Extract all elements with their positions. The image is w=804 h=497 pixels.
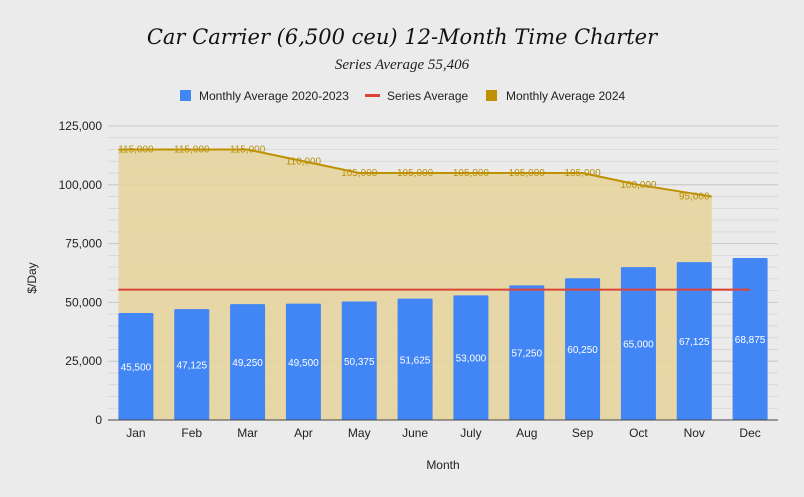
- area-data-label: 115,000: [174, 145, 210, 156]
- legend-label-area: Monthly Average 2024: [506, 89, 626, 103]
- x-tick-label: Mar: [237, 426, 258, 440]
- x-tick-label: Aug: [516, 426, 537, 440]
- bar: [732, 258, 768, 420]
- bar-series: [118, 258, 768, 420]
- bar: [676, 262, 712, 420]
- bar: [453, 295, 489, 420]
- bar-data-label: 49,250: [232, 358, 263, 369]
- area-data-label: 115,000: [230, 145, 266, 156]
- bar-data-label: 47,125: [176, 361, 207, 372]
- area-top-line: [118, 148, 712, 198]
- legend-swatch-line: [365, 94, 380, 97]
- chart-title: Car Carrier (6,500 ceu) 12-Month Time Ch…: [147, 25, 659, 49]
- x-tick-label: Jan: [126, 426, 145, 440]
- data-labels: 45,500 47,125 49,250 49,500 50,375 51,625 53,0…: [118, 145, 766, 374]
- area-data-label: 105,000: [453, 168, 490, 179]
- bar-data-label: 68,875: [735, 335, 766, 346]
- bar-data-label: 50,375: [344, 357, 375, 368]
- bar-data-label: 45,500: [121, 362, 152, 373]
- bar: [397, 298, 433, 420]
- x-tick-label: June: [402, 426, 428, 440]
- area-data-label: 110,000: [286, 156, 322, 167]
- chart-subtitle: Series Average 55,406: [335, 57, 470, 73]
- x-tick-label: Oct: [629, 426, 648, 440]
- bar: [509, 285, 545, 420]
- bar-data-label: 49,500: [288, 358, 319, 369]
- area-data-label: 100,000: [620, 180, 657, 191]
- y-tick-label: 25,000: [65, 354, 102, 368]
- legend-swatch-area: [486, 90, 497, 101]
- bar: [565, 278, 601, 420]
- bar: [620, 267, 656, 420]
- bar-data-label: 51,625: [400, 355, 431, 366]
- x-tick-label: July: [460, 426, 481, 440]
- x-tick-label: Dec: [739, 426, 760, 440]
- bar: [230, 304, 266, 420]
- area-fill: [118, 149, 712, 420]
- x-tick-label: Feb: [181, 426, 202, 440]
- bar: [341, 301, 377, 420]
- bar-data-label: 60,250: [567, 345, 598, 356]
- bar-data-label: 53,000: [456, 354, 487, 365]
- bar-data-label: 57,250: [511, 349, 542, 360]
- bar-data-label: 67,125: [679, 337, 710, 348]
- legend: Monthly Average 2020-2023 Series Average…: [180, 89, 626, 103]
- area-data-label: 105,000: [341, 168, 378, 179]
- bar: [285, 303, 321, 420]
- y-tick-label: 100,000: [59, 178, 103, 192]
- x-axis-title: Month: [426, 458, 459, 472]
- y-tick-label: 75,000: [65, 237, 102, 251]
- x-tick-label: Sep: [572, 426, 594, 440]
- area-data-label: 105,000: [509, 168, 546, 179]
- area-series: [118, 148, 712, 420]
- y-axis-title: $/Day: [25, 262, 39, 293]
- y-tick-label: 50,000: [65, 295, 102, 309]
- area-data-label: 95,000: [679, 192, 710, 203]
- legend-label-line: Series Average: [387, 89, 468, 103]
- x-tick-label: Nov: [684, 426, 705, 440]
- x-tick-label: Apr: [294, 426, 313, 440]
- area-data-label: 115,000: [118, 145, 154, 156]
- area-data-label: 105,000: [565, 168, 602, 179]
- y-tick-label: 0: [95, 413, 102, 427]
- legend-swatch-bar: [180, 90, 191, 101]
- bar: [118, 312, 154, 420]
- bar-data-label: 65,000: [623, 340, 654, 351]
- x-tick-label: May: [348, 426, 371, 440]
- bar: [174, 309, 210, 420]
- legend-label-bar: Monthly Average 2020-2023: [199, 89, 349, 103]
- axes: 0 25,000 50,000 75,000 100,000 125,000 Jan Feb M…: [59, 119, 778, 440]
- area-data-label: 105,000: [397, 168, 434, 179]
- y-tick-label: 125,000: [59, 119, 103, 133]
